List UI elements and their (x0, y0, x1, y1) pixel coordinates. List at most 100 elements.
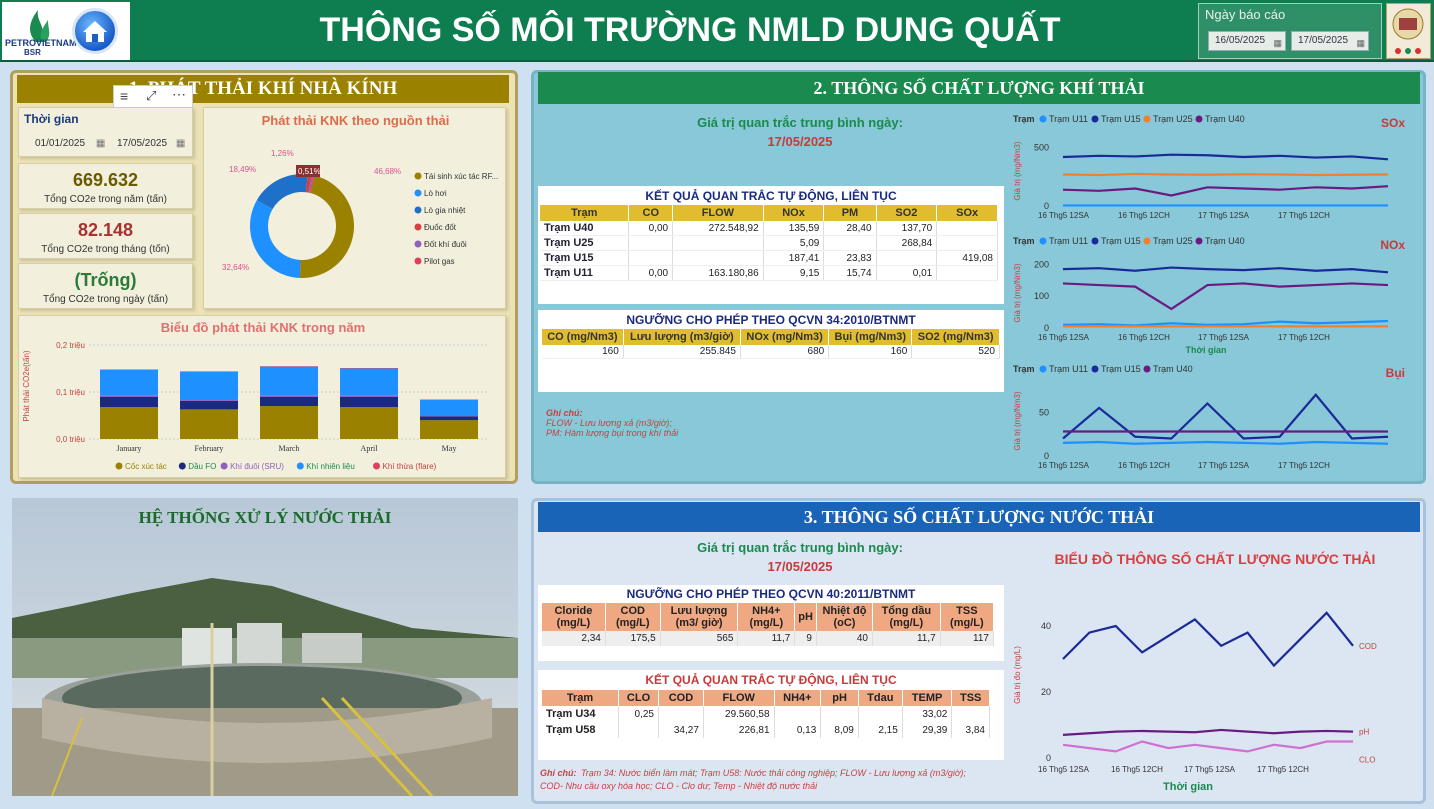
legend-marker (414, 240, 422, 248)
table-cell: 9,15 (763, 265, 825, 281)
limit-value: 40 (816, 631, 873, 646)
kpi-month-label: Tổng CO2e trong tháng (tốn) (41, 244, 170, 255)
column-header: CO (628, 205, 674, 221)
bar-segment (420, 415, 478, 417)
legend-marker (1039, 365, 1047, 373)
y-tick-label: 0 (1046, 753, 1051, 763)
bar-segment (340, 407, 398, 439)
legend-marker (414, 206, 422, 214)
bar-segment (100, 395, 158, 397)
report-date-to[interactable]: 17/05/2025 ▦ (1291, 31, 1369, 51)
column-header: Lưu lượng (m3/ giờ) (660, 603, 739, 631)
emblem-image (1392, 8, 1424, 54)
x-tick-label: 16 Thg5 12SA (1038, 211, 1090, 220)
legend-marker (1195, 115, 1203, 123)
y-tick-label: 0,1 triệu (56, 388, 85, 397)
table-cell: 23,83 (823, 250, 877, 266)
legend-marker (1143, 365, 1151, 373)
table-row: Trạm U58 34,27 226,81 0,13 8,09 2,15 29,39 3,84 (542, 722, 990, 738)
bar-segment (180, 399, 238, 401)
donut-data-label: 18,49% (229, 165, 256, 174)
table-cell: 0,00 (628, 221, 674, 236)
bar-segment (180, 400, 238, 410)
column-header: SOx (936, 205, 998, 221)
y-tick-label: 0 (1044, 451, 1049, 461)
kpi-year-value: 669.632 (72, 170, 139, 190)
water-chart-title: BIỂU ĐỒ THÔNG SỐ CHẤT LƯỢNG NƯỚC THẢI (1054, 551, 1376, 567)
legend-marker (1091, 237, 1099, 245)
legend-marker (414, 189, 422, 197)
y-tick-label: 200 (1034, 259, 1049, 269)
series-legend-label: Trạm U15 (1101, 236, 1141, 246)
limit-value: 520 (911, 345, 1000, 359)
home-button[interactable] (72, 8, 118, 54)
table-cell (618, 722, 659, 738)
station-name: Trạm U58 (542, 722, 620, 738)
x-tick-label: 16 Thg5 12SA (1038, 333, 1090, 342)
table-cell: 163.180,86 (672, 265, 764, 281)
series-line (1062, 266, 1389, 274)
series-legend-label: Trạm U11 (1049, 114, 1088, 124)
y-tick-label: 0 (1044, 323, 1049, 333)
limit-value: 117 (940, 631, 995, 646)
legend-marker (1091, 365, 1099, 373)
bar-segment (180, 371, 238, 400)
station-name: Trạm U11 (540, 265, 630, 281)
bar-segment (180, 409, 238, 439)
filter-icon[interactable]: ≡ (120, 88, 129, 104)
series-end-label: COD (1359, 642, 1377, 651)
report-date-label: Ngày báo cáo (1205, 7, 1286, 22)
water-auto-table: Trạm CLO COD FLOW NH4+ pH Tdau TEMP TSS Trạm U34… (542, 690, 990, 738)
bar-segment (340, 395, 398, 397)
ghg-donut-chart: 46,68% 32,64% 18,49% 1,26% 0,51% Tái sinh xúc… (222, 149, 498, 278)
table-cell: 28,40 (823, 221, 877, 236)
table-cell (876, 250, 938, 266)
series-legend-label: Trạm U25 (1153, 114, 1193, 124)
x-axis-label: Thời gian (1186, 345, 1227, 355)
kpi-year-label: Tổng CO2e trong năm (tấn) (44, 194, 167, 205)
limit-value: 160 (828, 345, 913, 359)
series-line (1062, 393, 1389, 440)
limit-value: 11,7 (737, 631, 796, 646)
table-cell (858, 706, 903, 722)
y-tick-label: 20 (1041, 687, 1051, 697)
series-line (1062, 282, 1389, 311)
air-line-charts: Trạm Trạm U11 Trạm U15 Trạm U25 Trạm U40 SOx G… (1013, 114, 1405, 470)
air-limit-table-card: NGƯỠNG CHO PHÉP THEO QCVN 34:2010/BTNMT … (538, 310, 1004, 392)
calendar-icon: ▦ (1273, 38, 1282, 48)
column-header: NOx (mg/Nm3) (740, 329, 830, 345)
column-header: Lưu lượng (m3/giờ) (623, 329, 741, 345)
limit-value: 160 (542, 345, 624, 359)
x-tick-label: January (117, 444, 142, 453)
air-note: Ghi chú: FLOW - Lưu lượng xả (m3/giờ); P… (546, 408, 986, 438)
column-header: CO (mg/Nm3) (542, 329, 624, 345)
x-tick-label: 17 Thg5 12SA (1184, 765, 1236, 774)
series-line (1062, 440, 1389, 445)
legend-marker (178, 462, 186, 470)
y-tick-label: 500 (1034, 143, 1049, 153)
donut-slice (308, 174, 314, 193)
wastewater-photo-title: HỆ THỐNG XỬ LÝ NƯỚC THẢI (138, 508, 392, 527)
bar-segment (420, 399, 478, 416)
more-options-icon[interactable]: ⋯ (172, 86, 186, 102)
x-tick-label: February (195, 444, 224, 453)
ghg-date-from[interactable]: 01/01/2025 ▦ (35, 138, 106, 149)
focus-mode-icon[interactable]: ⤢ (146, 88, 157, 103)
report-date-from[interactable]: 16/05/2025 ▦ (1208, 31, 1286, 51)
donut-title: Phát thải KNK theo nguồn thải (261, 113, 450, 128)
donut-data-label: 46,68% (374, 167, 401, 176)
y-axis-label: Giá trị (mg/Nm3) (1013, 141, 1022, 200)
bar-segment (260, 366, 318, 396)
table-cell (936, 221, 998, 236)
column-header: FLOW (672, 205, 764, 221)
water-note-text-2: COD- Nhu cầu oxy hóa học; CLO - Clo dư; … (540, 781, 818, 791)
air-note-title: Ghi chú: (546, 408, 583, 418)
donut-legend-label: Đốt khí đuôi (424, 240, 467, 249)
air-avg-label: Giá trị quan trắc trung bình ngày: (697, 115, 903, 130)
bar-segment (100, 369, 158, 396)
x-tick-label: 16 Thg5 12CH (1118, 211, 1170, 220)
legend-marker (414, 172, 422, 180)
visual-header-toolbar: ≡ ⤢ ⋯ (113, 85, 193, 109)
ghg-date-to[interactable]: 17/05/2025 ▦ (117, 138, 186, 149)
report-date-panel: Ngày báo cáo 16/05/2025 ▦ 17/05/2025 ▦ (1198, 3, 1382, 59)
